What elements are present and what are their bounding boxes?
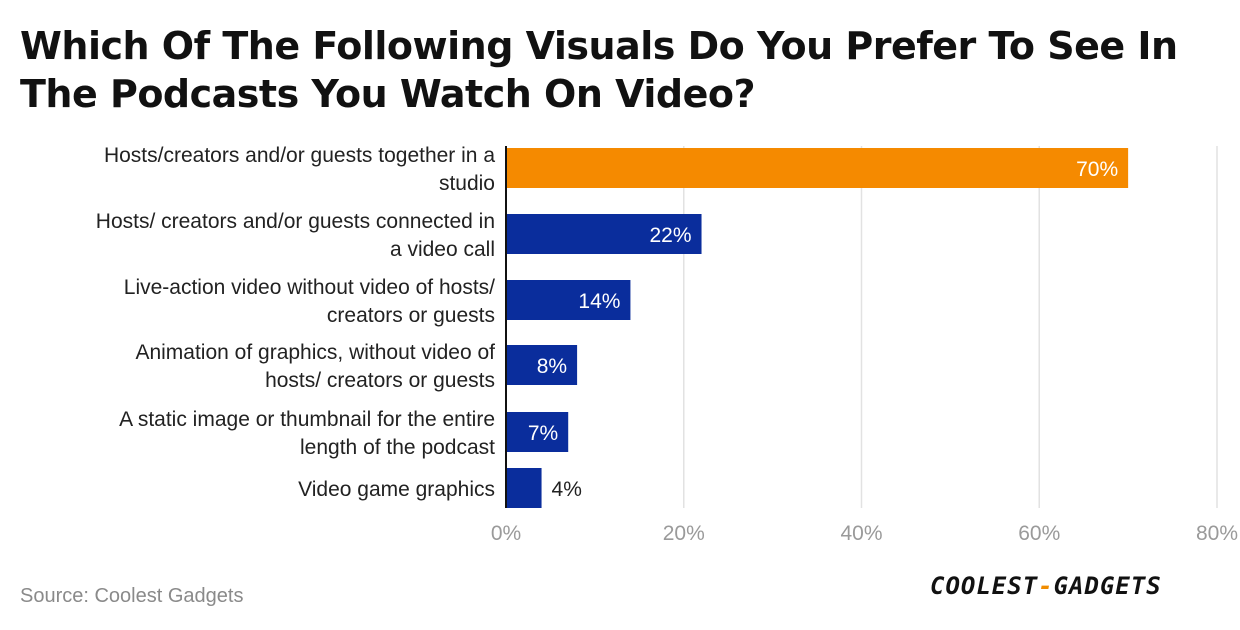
coolest-gadgets-logo: COOLEST-GADGETS bbox=[930, 572, 1162, 600]
x-tick-label: 80% bbox=[1196, 522, 1238, 545]
category-label-line: length of the podcast bbox=[300, 436, 495, 459]
bar bbox=[506, 412, 569, 452]
bar bbox=[506, 345, 578, 385]
logo-left: COOLEST bbox=[930, 572, 1039, 600]
category-label-line: studio bbox=[439, 172, 495, 195]
category-label: Live-action video without video of hosts… bbox=[124, 276, 495, 327]
data-label: 22% bbox=[649, 224, 691, 247]
category-label-line: a video call bbox=[390, 238, 495, 261]
bar bbox=[506, 468, 542, 508]
category-label: Hosts/ creators and/or guests connected … bbox=[96, 210, 495, 261]
category-label-line: Video game graphics bbox=[298, 478, 495, 501]
logo-right: GADGETS bbox=[1053, 572, 1162, 600]
bar bbox=[506, 214, 702, 254]
category-label: Video game graphics bbox=[298, 478, 495, 501]
category-label-line: Live-action video without video of hosts… bbox=[124, 276, 495, 299]
chart-title: Which Of The Following Visuals Do You Pr… bbox=[20, 24, 1178, 116]
x-tick-label: 40% bbox=[840, 522, 882, 545]
bar-chart: 0% 20% 40% 60% 80% 70% Hosts/creators and/or g… bbox=[96, 144, 1238, 545]
logo-sep: - bbox=[1038, 572, 1054, 600]
data-label: 70% bbox=[1076, 158, 1118, 181]
data-label: 7% bbox=[528, 422, 558, 445]
x-tick-label: 60% bbox=[1018, 522, 1060, 545]
bar bbox=[506, 148, 1129, 188]
x-tick-label: 0% bbox=[491, 522, 521, 545]
source-note: Source: Coolest Gadgets bbox=[20, 585, 244, 607]
category-label-line: hosts/ creators or guests bbox=[265, 369, 495, 392]
category-label-line: A static image or thumbnail for the enti… bbox=[119, 408, 495, 431]
data-label: 8% bbox=[537, 355, 567, 378]
category-label: Hosts/creators and/or guests together in… bbox=[104, 144, 495, 195]
category-label-line: Hosts/ creators and/or guests connected … bbox=[96, 210, 495, 233]
category-label: A static image or thumbnail for the enti… bbox=[119, 408, 495, 459]
category-label-line: Animation of graphics, without video of bbox=[135, 341, 495, 364]
data-label: 4% bbox=[552, 478, 582, 501]
category-label-line: Hosts/creators and/or guests together in… bbox=[104, 144, 495, 167]
x-tick-label: 20% bbox=[663, 522, 705, 545]
data-label: 14% bbox=[578, 290, 620, 313]
category-label: Animation of graphics, without video of h… bbox=[135, 341, 495, 392]
bar bbox=[506, 280, 631, 320]
category-label-line: creators or guests bbox=[327, 304, 495, 327]
